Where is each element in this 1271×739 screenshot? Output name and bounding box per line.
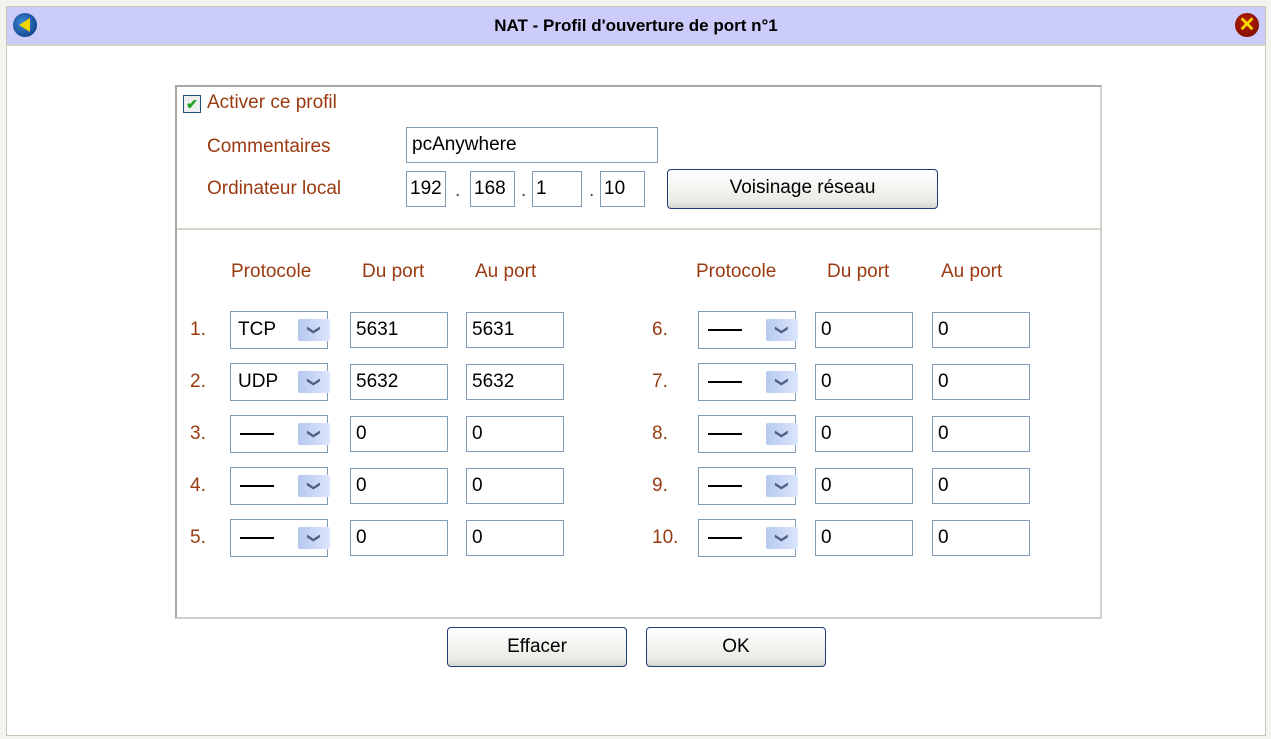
ip-octet-1[interactable]: 192 xyxy=(406,171,446,207)
chevron-down-icon[interactable]: ❯ xyxy=(298,371,330,393)
clear-button[interactable]: Effacer xyxy=(447,627,627,667)
rule-number: 5. xyxy=(190,527,206,548)
empty-protocol xyxy=(240,432,274,435)
rule-number: 8. xyxy=(652,423,668,444)
divider xyxy=(177,228,1100,230)
protocol-select[interactable]: ❯ xyxy=(230,415,330,453)
enable-profile-checkbox[interactable]: ✔ xyxy=(183,95,201,113)
to-port-input[interactable]: 0 xyxy=(466,416,564,452)
rule-number: 7. xyxy=(652,371,668,392)
chevron-down-icon[interactable]: ❯ xyxy=(766,423,798,445)
chevron-down-icon[interactable]: ❯ xyxy=(766,475,798,497)
chevron-down-icon[interactable]: ❯ xyxy=(298,475,330,497)
to-port-input[interactable]: 0 xyxy=(466,520,564,556)
protocol-select[interactable]: UDP ❯ xyxy=(230,363,330,401)
protocol-select[interactable]: ❯ xyxy=(698,519,798,557)
ip-octet-2[interactable]: 168 xyxy=(470,171,515,207)
rule-number: 4. xyxy=(190,475,206,496)
rule-number: 6. xyxy=(652,319,668,340)
chevron-down-icon[interactable]: ❯ xyxy=(298,423,330,445)
ip-dot: . xyxy=(589,180,595,201)
from-port-input[interactable]: 5631 xyxy=(350,312,448,348)
network-neighborhood-button[interactable]: Voisinage réseau xyxy=(667,169,938,209)
protocol-select[interactable]: TCP ❯ xyxy=(230,311,330,349)
empty-protocol xyxy=(708,484,742,487)
close-icon[interactable]: ✕ xyxy=(1235,13,1259,37)
back-arrow-icon[interactable] xyxy=(13,13,37,37)
protocol-select[interactable]: ❯ xyxy=(698,311,798,349)
protocol-select[interactable]: ❯ xyxy=(698,363,798,401)
protocol-select[interactable]: ❯ xyxy=(230,467,330,505)
profile-panel xyxy=(175,85,1102,619)
header-from: Du port xyxy=(362,261,425,282)
to-port-input[interactable]: 0 xyxy=(466,468,564,504)
from-port-input[interactable]: 0 xyxy=(815,520,913,556)
protocol-select[interactable]: ❯ xyxy=(698,467,798,505)
from-port-input[interactable]: 0 xyxy=(815,312,913,348)
title-bar: NAT - Profil d'ouverture de port n°1 ✕ xyxy=(7,7,1265,46)
header-from: Du port xyxy=(827,261,890,282)
empty-protocol xyxy=(708,432,742,435)
protocol-select[interactable]: ❯ xyxy=(698,415,798,453)
ok-button[interactable]: OK xyxy=(646,627,826,667)
from-port-input[interactable]: 0 xyxy=(350,416,448,452)
header-protocol: Protocole xyxy=(231,261,312,282)
comment-label: Commentaires xyxy=(207,136,331,157)
header-to: Au port xyxy=(475,261,537,282)
rule-number: 9. xyxy=(652,475,668,496)
from-port-input[interactable]: 0 xyxy=(350,468,448,504)
to-port-input[interactable]: 0 xyxy=(932,312,1030,348)
chevron-down-icon[interactable]: ❯ xyxy=(766,527,798,549)
protocol-value: UDP xyxy=(238,371,279,392)
to-port-input[interactable]: 5631 xyxy=(466,312,564,348)
from-port-input[interactable]: 0 xyxy=(815,364,913,400)
protocol-value: TCP xyxy=(238,319,276,340)
to-port-input[interactable]: 0 xyxy=(932,416,1030,452)
to-port-input[interactable]: 0 xyxy=(932,520,1030,556)
chevron-down-icon[interactable]: ❯ xyxy=(766,319,798,341)
rule-number: 2. xyxy=(190,371,206,392)
enable-profile-label: Activer ce profil xyxy=(207,92,337,113)
from-port-input[interactable]: 0 xyxy=(815,416,913,452)
from-port-input[interactable]: 0 xyxy=(350,520,448,556)
ip-dot: . xyxy=(455,180,461,201)
empty-protocol xyxy=(708,536,742,539)
local-computer-label: Ordinateur local xyxy=(207,178,342,199)
from-port-input[interactable]: 0 xyxy=(815,468,913,504)
window-title: NAT - Profil d'ouverture de port n°1 xyxy=(494,16,778,35)
to-port-input[interactable]: 5632 xyxy=(466,364,564,400)
to-port-input[interactable]: 0 xyxy=(932,364,1030,400)
from-port-input[interactable]: 5632 xyxy=(350,364,448,400)
empty-protocol xyxy=(708,380,742,383)
chevron-down-icon[interactable]: ❯ xyxy=(766,371,798,393)
comment-input[interactable]: pcAnywhere xyxy=(406,127,658,163)
rule-number: 1. xyxy=(190,319,206,340)
header-to: Au port xyxy=(941,261,1003,282)
chevron-down-icon[interactable]: ❯ xyxy=(298,527,330,549)
protocol-select[interactable]: ❯ xyxy=(230,519,330,557)
ip-octet-3[interactable]: 1 xyxy=(532,171,582,207)
header-protocol: Protocole xyxy=(696,261,777,282)
rule-number: 3. xyxy=(190,423,206,444)
chevron-down-icon[interactable]: ❯ xyxy=(298,319,330,341)
rule-number: 10. xyxy=(652,527,679,548)
empty-protocol xyxy=(240,536,274,539)
empty-protocol xyxy=(240,484,274,487)
ip-dot: . xyxy=(521,180,527,201)
ip-octet-4[interactable]: 10 xyxy=(600,171,645,207)
to-port-input[interactable]: 0 xyxy=(932,468,1030,504)
empty-protocol xyxy=(708,328,742,331)
